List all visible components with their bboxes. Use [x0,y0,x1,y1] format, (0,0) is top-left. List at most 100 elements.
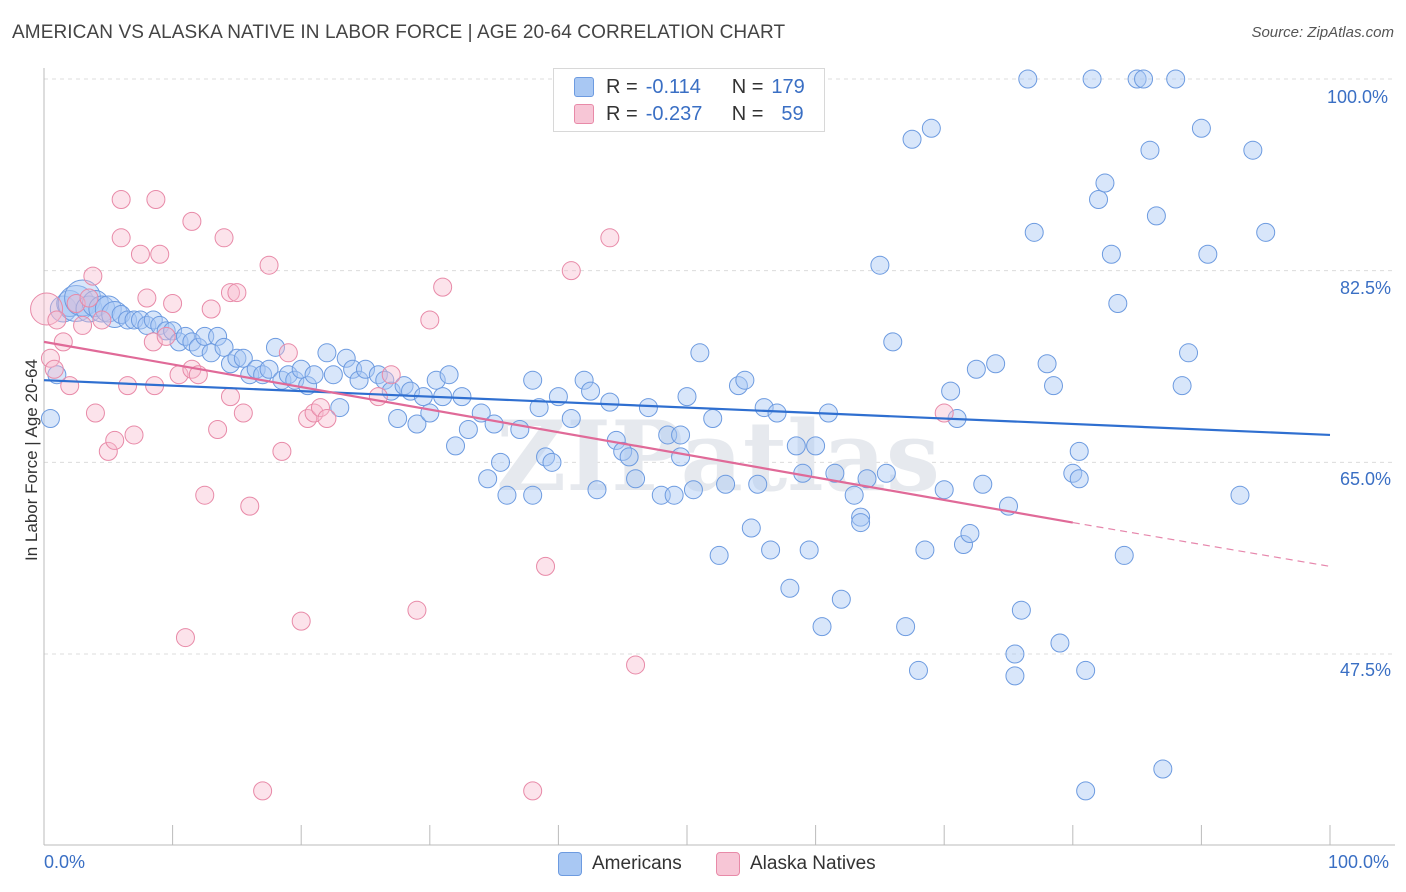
legend-swatch-alaska-natives [574,104,594,124]
point-americans [1024,222,1044,242]
point-americans [619,447,639,467]
point-alaska-natives [175,628,195,648]
legend-n-value: 59 [781,102,804,125]
point-alaska-natives [304,403,324,423]
point-americans [857,469,877,489]
point-alaska-natives [220,387,240,407]
point-americans [1256,222,1276,242]
point-americans [57,285,95,323]
point-alaska-natives [105,430,125,450]
point-alaska-natives [233,403,253,423]
point-alaska-natives [111,228,131,248]
point-americans [1011,600,1031,620]
point-americans [960,524,980,544]
point-americans [47,365,67,385]
point-americans [825,463,845,483]
point-americans [265,337,285,357]
point-americans [966,359,986,379]
point-americans [523,370,543,390]
chart-title: AMERICAN VS ALASKA NATIVE IN LABOR FORCE… [12,22,786,43]
point-americans [638,398,658,418]
point-alaska-natives [561,261,581,281]
trendline-alaska-natives-extension [1072,521,1331,567]
point-americans [600,392,620,412]
point-alaska-natives [420,310,440,330]
point-americans [664,485,684,505]
point-alaska-natives [317,409,337,429]
bottom-legend-label-americans: Americans [592,853,682,874]
point-alaska-natives [291,611,311,631]
point-americans [388,409,408,429]
bottom-legend-americans: Americans [558,852,682,876]
point-alaska-natives [73,315,93,335]
point-americans [748,474,768,494]
point-americans [1095,173,1115,193]
point-americans [323,365,343,385]
point-alaska-natives [98,441,118,461]
point-americans [523,485,543,505]
point-alaska-natives [47,310,67,330]
point-americans [908,660,928,680]
point-alaska-natives [143,332,163,352]
point-americans [259,359,279,379]
point-alaska-natives [40,348,60,368]
point-alaska-natives [259,255,279,275]
point-americans [1082,69,1102,89]
point-alaska-natives [182,211,202,231]
point-americans [233,348,253,368]
point-alaska-natives [130,244,150,264]
point-americans [1114,545,1134,565]
point-americans [896,617,916,637]
y-tick-label-100: 100.0% [1327,87,1389,107]
point-americans [336,348,356,368]
point-alaska-natives [156,326,176,346]
point-americans [934,480,954,500]
point-americans [291,359,311,379]
point-americans [1166,69,1186,89]
point-americans [227,348,247,368]
point-americans [1243,140,1263,160]
point-alaska-natives [407,600,427,620]
point-americans [1127,69,1147,89]
point-alaska-natives [92,310,112,330]
point-americans [921,118,941,138]
point-alaska-natives [137,288,157,308]
point-alaska-natives [111,189,131,209]
point-americans [1134,69,1154,89]
legend-n-label: N = [731,75,764,98]
point-americans [356,359,375,379]
point-americans [220,354,240,374]
point-americans [458,419,478,439]
point-americans [182,332,202,352]
point-alaska-natives [146,189,166,209]
point-americans [446,436,466,456]
point-americans [671,425,691,445]
point-americans [426,370,446,390]
point-americans [1076,660,1096,680]
point-americans [1050,633,1070,653]
point-americans [741,518,761,538]
point-americans [163,321,183,341]
legend-r-label: R = [606,75,638,98]
point-alaska-natives [83,266,103,286]
legend-row-americans: R = -0.114 N = 179 [574,75,805,99]
trendline-alaska-natives [43,340,1073,524]
legend-n-label: N = [731,102,764,125]
point-americans [375,370,395,390]
point-americans [1063,463,1083,483]
point-americans [1069,469,1089,489]
point-alaska-natives [195,485,215,505]
point-americans [1044,376,1064,396]
watermark: ZIPatlas [496,400,940,513]
point-americans [851,507,871,527]
point-americans [709,545,729,565]
point-americans [510,419,530,439]
point-alaska-natives [253,781,273,801]
point-americans [581,381,601,401]
legend-swatch-americans [574,77,594,97]
x-tick-label-max: 100.0% [1328,852,1390,872]
point-americans [851,513,871,533]
point-americans [1108,294,1128,314]
point-alaska-natives [214,228,234,248]
point-americans [40,409,60,429]
